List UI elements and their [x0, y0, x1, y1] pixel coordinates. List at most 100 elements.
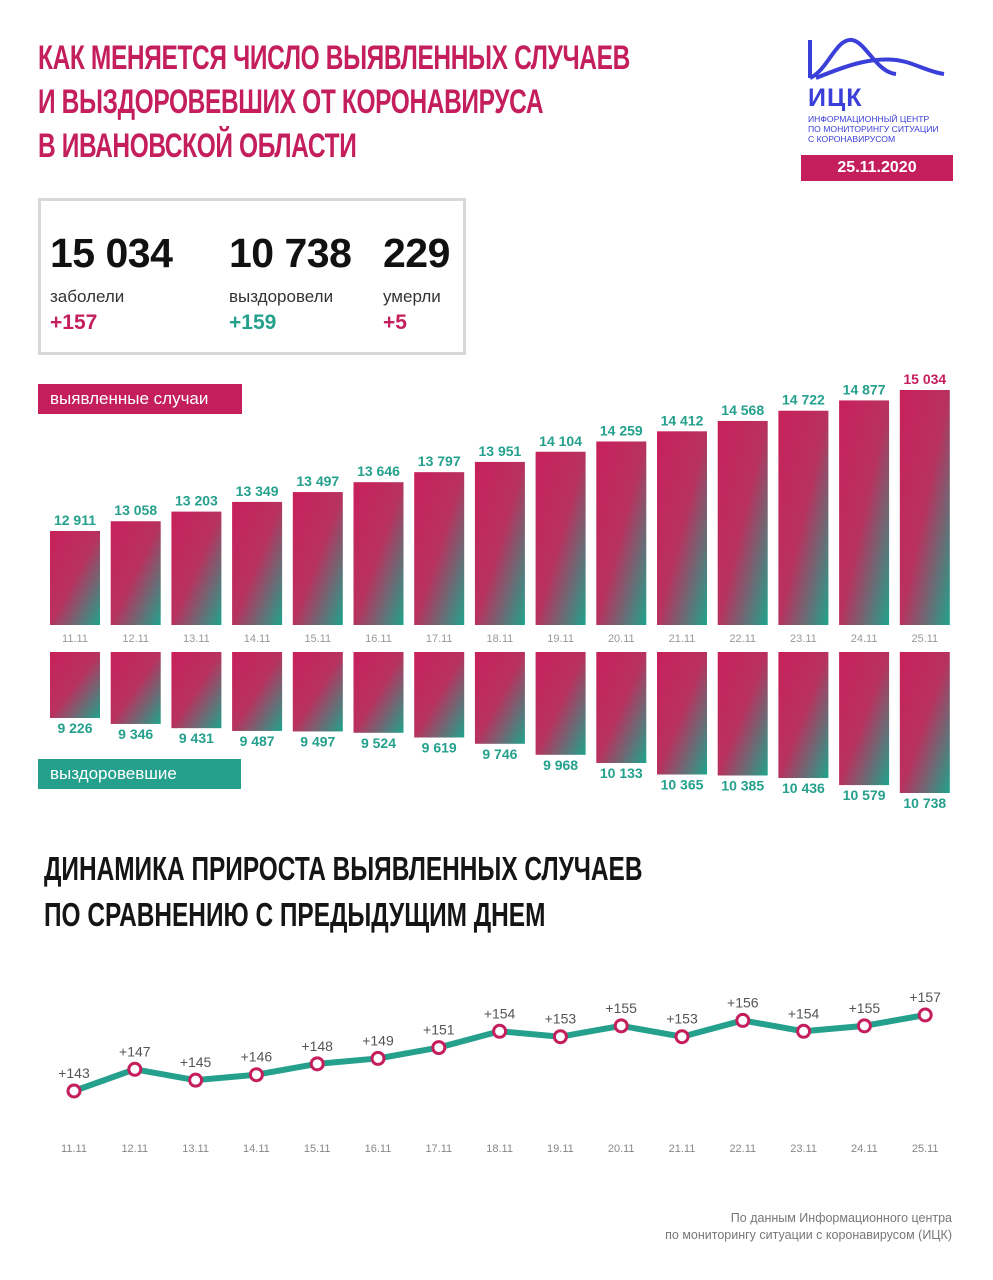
- recovered-bar: [50, 652, 100, 718]
- recovered-bar: [292, 652, 343, 732]
- source-note: По данным Информационного центра по мони…: [665, 1210, 952, 1244]
- growth-point: [370, 1050, 386, 1066]
- line-x-tick-label: 21.11: [669, 1143, 696, 1155]
- growth-section-title: Динамика прироста выявленных случаев по …: [44, 846, 642, 938]
- growth-point: [552, 1029, 568, 1045]
- line-x-tick-label: 14.11: [243, 1143, 270, 1155]
- growth-point-label: +148: [301, 1038, 333, 1054]
- stat-deaths-value: 229: [383, 230, 450, 276]
- cases-bar-label: 14 104: [539, 433, 582, 449]
- bar-x-tick-label: 14.11: [244, 633, 271, 645]
- growth-point: [127, 1061, 143, 1077]
- growth-point: [613, 1018, 629, 1034]
- cases-bar-label: 13 951: [478, 443, 521, 459]
- recovered-bar: [839, 652, 890, 786]
- recovered-bar-label: 9 487: [240, 733, 275, 749]
- line-x-tick-label: 24.11: [851, 1143, 878, 1155]
- line-x-tick-label: 12.11: [121, 1143, 148, 1155]
- source-line: по мониторингу ситуации с коронавирусом …: [665, 1228, 952, 1242]
- recovered-bar: [596, 652, 647, 763]
- bar-x-tick-label: 19.11: [547, 633, 574, 645]
- cases-bar-series: 12 911 13 058 13 203 13 349 13 497 13 646 13 7…: [50, 371, 950, 625]
- recovered-bar-label: 10 738: [903, 795, 946, 811]
- stat-deaths-label: умерли: [383, 287, 441, 306]
- growth-point: [248, 1067, 264, 1083]
- date-badge: 25.11.2020: [801, 155, 953, 181]
- cases-bar: [839, 400, 890, 625]
- bar-x-tick-label: 16.11: [365, 633, 392, 645]
- title-line: в Ивановской области: [38, 127, 357, 165]
- recovered-bar-label: 9 746: [482, 746, 517, 762]
- cases-bar: [657, 431, 707, 625]
- growth-point-label: +146: [241, 1049, 273, 1065]
- growth-point: [188, 1072, 204, 1088]
- recovered-bar: [474, 652, 525, 744]
- line-x-tick-label: 25.11: [912, 1143, 939, 1155]
- recovered-bar-label: 9 524: [361, 735, 396, 751]
- recovered-bar-series: 9 226 9 346 9 431 9 487 9 497 9 524 9 619 9 746…: [50, 652, 950, 811]
- summary-box: 15 034 заболели +157 10 738 выздоровели …: [38, 198, 466, 355]
- cases-bar: [717, 420, 768, 625]
- growth-point: [796, 1023, 812, 1039]
- bar-x-tick-label: 25.11: [911, 633, 938, 645]
- cases-bar-label: 14 722: [782, 392, 825, 408]
- recovered-bar: [353, 652, 404, 733]
- cases-bar: [110, 521, 161, 625]
- growth-point-label: +151: [423, 1022, 455, 1038]
- line-x-tick-label: 18.11: [486, 1143, 513, 1155]
- growth-point-label: +153: [666, 1011, 698, 1027]
- stat-cases-delta: +157: [50, 311, 98, 334]
- stat-cases-value: 15 034: [50, 230, 173, 276]
- growth-point-label: +155: [849, 1000, 881, 1016]
- bar-x-tick-label: 17.11: [426, 633, 453, 645]
- line-x-tick-label: 22.11: [729, 1143, 756, 1155]
- bar-x-tick-label: 13.11: [183, 633, 210, 645]
- recovered-bar-label: 9 968: [543, 757, 578, 773]
- recovered-bar-label: 10 579: [843, 787, 886, 803]
- recovered-bar: [778, 652, 829, 779]
- stat-deaths: 229 умерли +5: [383, 231, 450, 335]
- recovered-bar-label: 10 385: [721, 777, 764, 793]
- stat-recovered-delta: +159: [229, 311, 277, 334]
- recovered-bar: [899, 652, 950, 793]
- bar-x-tick-label: 23.11: [790, 633, 817, 645]
- growth-point-label: +156: [727, 994, 759, 1010]
- cases-bar: [414, 472, 465, 625]
- cases-bar-label: 14 877: [843, 381, 886, 397]
- cases-bar: [899, 390, 950, 625]
- cases-bar-label: 13 646: [357, 463, 400, 479]
- cases-bar-label: 15 034: [903, 371, 946, 387]
- bar-x-tick-label: 20.11: [608, 633, 635, 645]
- recovered-bar-label: 9 346: [118, 726, 153, 742]
- cases-bar: [596, 441, 647, 625]
- cases-bar-label: 14 568: [721, 402, 764, 418]
- stat-cases-label: заболели: [50, 287, 125, 306]
- growth-point: [431, 1040, 447, 1056]
- bar-x-tick-label: 15.11: [304, 633, 331, 645]
- bar-x-axis: 11.11 12.11 13.11 14.11 15.11 16.11 17.11 18.11…: [62, 633, 938, 645]
- bar-x-tick-label: 11.11: [62, 633, 88, 645]
- growth-line-chart: +143 11.11 +147 12.11 +145 13.11 +146 14.11 +148…: [58, 989, 941, 1155]
- title-line: Как меняется число выявленных случаев: [38, 39, 630, 77]
- growth-point: [674, 1029, 690, 1045]
- bar-x-tick-label: 21.11: [669, 633, 696, 645]
- growth-point: [917, 1007, 933, 1023]
- recovered-bar-label: 10 436: [782, 780, 825, 796]
- growth-point: [735, 1012, 751, 1028]
- cases-tag: выявленные случаи: [38, 384, 242, 414]
- cases-bar: [232, 501, 283, 625]
- cases-bar-label: 13 797: [418, 453, 461, 469]
- logo: ИЦК Информационный центр по мониторингу …: [806, 36, 956, 144]
- growth-title-line: Динамика прироста выявленных случаев: [44, 850, 643, 887]
- cases-bar-label: 14 412: [661, 412, 704, 428]
- growth-point: [309, 1056, 325, 1072]
- cases-bar: [171, 511, 222, 625]
- recovered-bar: [110, 652, 161, 724]
- growth-point-label: +154: [788, 1005, 820, 1021]
- page-title: Как меняется число выявленных случаев и …: [38, 36, 630, 168]
- line-x-tick-label: 13.11: [182, 1143, 209, 1155]
- cases-bar: [535, 451, 586, 625]
- recovered-bar-label: 9 431: [179, 730, 214, 746]
- recovered-bar: [232, 652, 283, 731]
